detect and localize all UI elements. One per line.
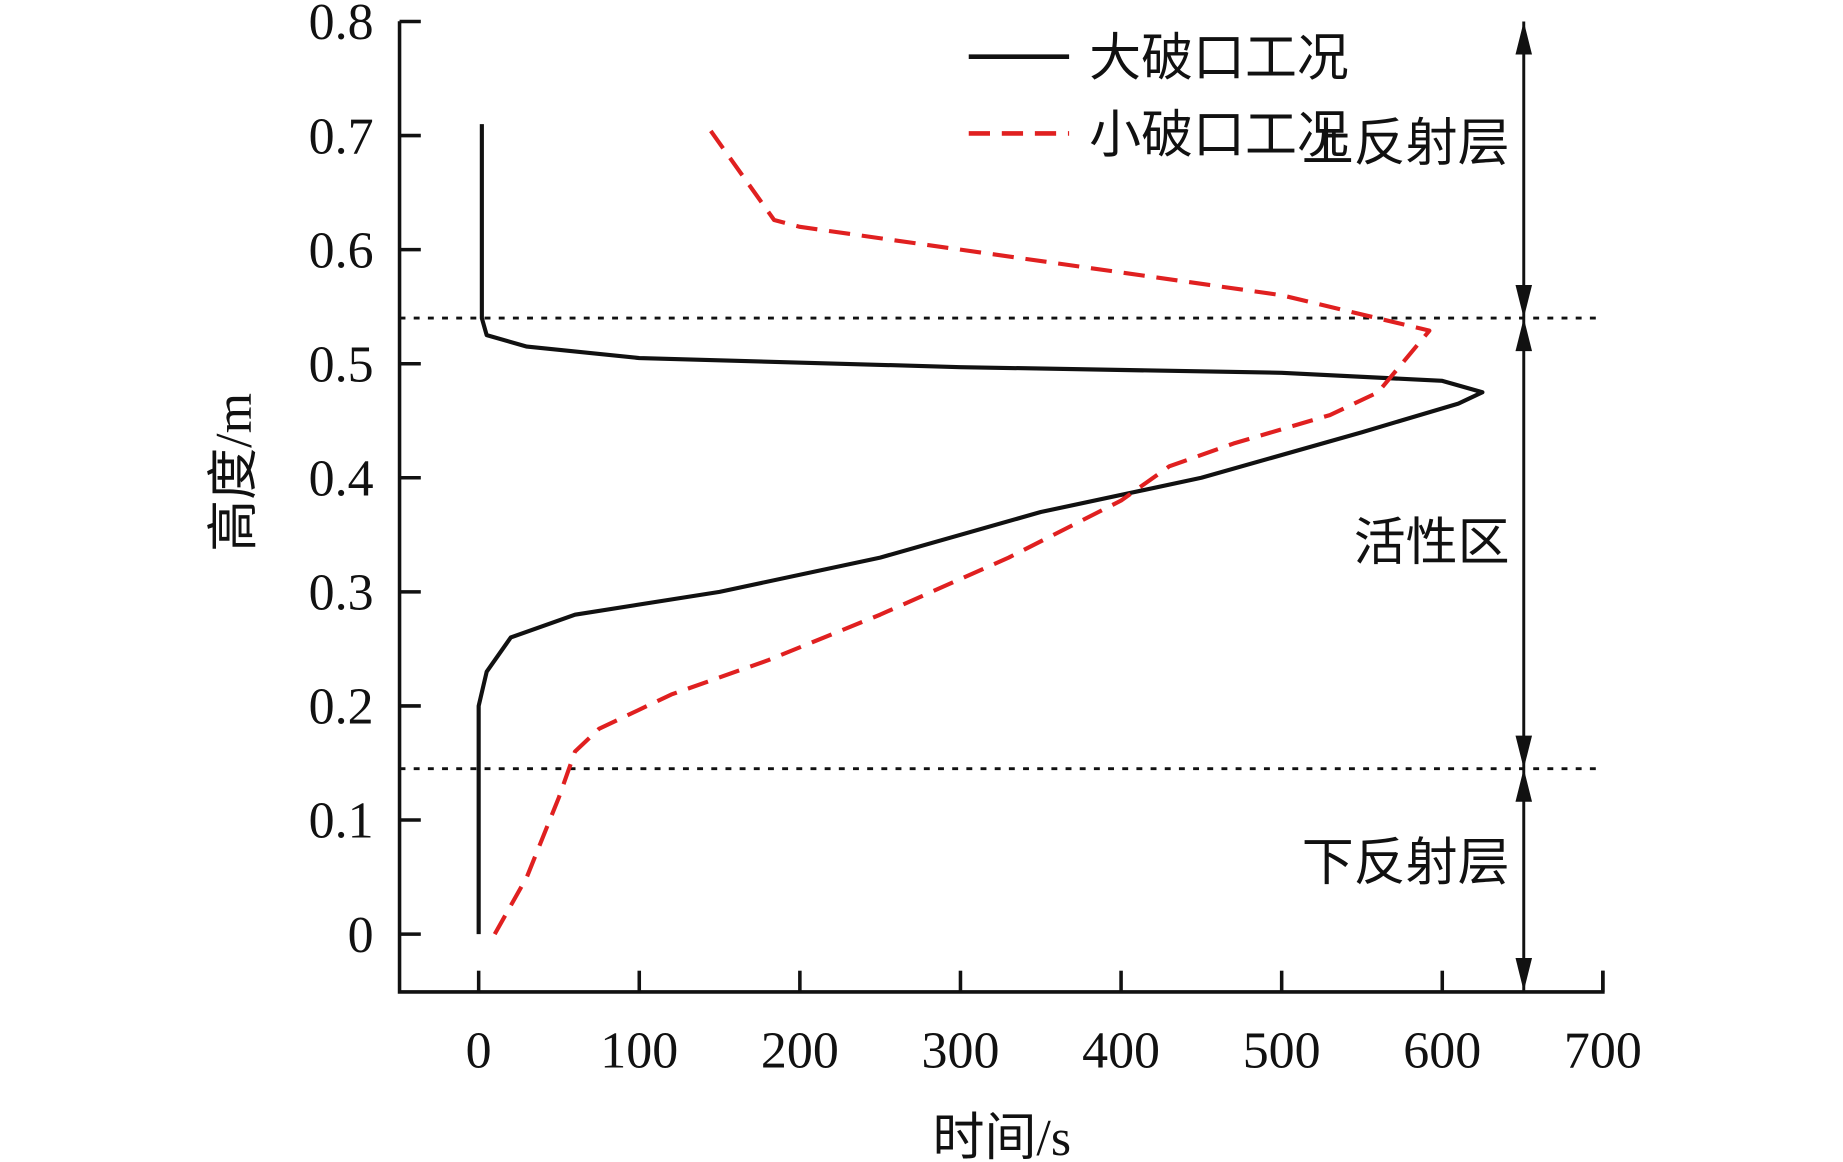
y-tick-label: 0.7 xyxy=(309,108,374,165)
x-tick-label: 200 xyxy=(761,1023,839,1080)
y-tick-label: 0.1 xyxy=(309,793,374,850)
y-axis-label: 高度/m xyxy=(206,393,263,552)
x-tick-label: 600 xyxy=(1403,1023,1481,1080)
legend-label-small: 小破口工况 xyxy=(1089,107,1349,164)
x-tick-label: 400 xyxy=(1082,1023,1160,1080)
x-tick-label: 0 xyxy=(466,1023,492,1080)
y-tick-label: 0.4 xyxy=(309,451,374,508)
series-line-0 xyxy=(476,124,1485,935)
arrowhead-icon xyxy=(1515,318,1533,352)
x-tick-label: 700 xyxy=(1564,1023,1642,1080)
zone-label: 下反射层 xyxy=(1302,835,1510,892)
arrowhead-icon xyxy=(1515,958,1533,992)
arrowhead-icon xyxy=(1515,21,1533,55)
x-tick-label: 100 xyxy=(600,1023,678,1080)
zone-label: 活性区 xyxy=(1354,515,1510,572)
y-tick-label: 0.5 xyxy=(309,336,374,393)
x-tick-label: 300 xyxy=(922,1023,1000,1080)
series-line-1 xyxy=(492,126,1432,936)
x-axis-label: 时间/s xyxy=(933,1110,1072,1162)
y-tick-label: 0.6 xyxy=(309,222,374,279)
y-tick-label: 0.3 xyxy=(309,565,374,622)
axes: 0 100 200 300 400 500 600 700 0 0.1 0.2 0.3 0.4 0.5 0.… xyxy=(309,0,1642,1080)
legend-label-large: 大破口工况 xyxy=(1089,31,1349,88)
y-tick-label: 0.8 xyxy=(309,0,374,51)
legend: 大破口工况 小破口工况 xyxy=(968,31,1349,164)
arrowhead-icon xyxy=(1515,735,1533,769)
x-tick-label: 500 xyxy=(1243,1023,1321,1080)
arrowhead-icon xyxy=(1515,768,1533,802)
y-tick-label: 0 xyxy=(348,907,374,964)
y-tick-label: 0.2 xyxy=(309,679,374,736)
arrowhead-icon xyxy=(1515,285,1533,319)
zone-label: 上反射层 xyxy=(1302,115,1510,172)
